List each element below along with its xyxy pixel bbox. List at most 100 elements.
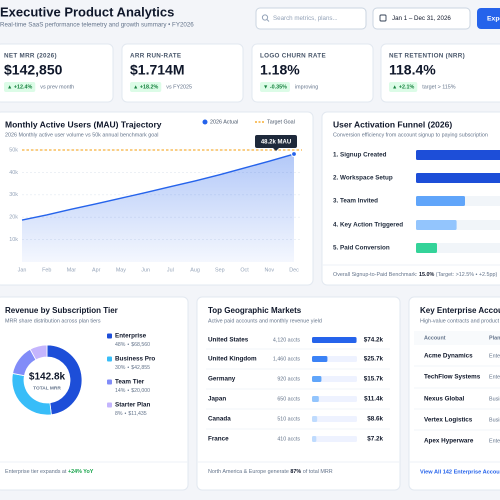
x-tick-label: Feb — [42, 267, 51, 273]
kpi-change: ▲ +12.4% — [7, 85, 32, 91]
kpi-badge — [260, 82, 290, 92]
bar-track — [416, 243, 500, 253]
y-tick-label: 50k — [9, 147, 18, 153]
search-box[interactable] — [255, 7, 367, 30]
legend-label: Target Goal — [267, 120, 295, 126]
market-accounts: 4,120 accts — [273, 337, 300, 343]
tooltip-pointer — [273, 148, 279, 151]
kpi-value: 118.4% — [389, 62, 436, 78]
account-plan: Business — [489, 396, 500, 402]
share-label: 14% — [115, 388, 126, 394]
footer-text: North America & Europe generate — [208, 469, 290, 475]
funnel-step-label: 3. Team Invited — [333, 198, 378, 205]
market-name: Canada — [208, 416, 231, 423]
x-tick-label: Apr — [92, 267, 101, 273]
bar — [312, 376, 322, 382]
funnel-step-label: 4. Key Action Triggered — [333, 222, 403, 229]
separator: • — [127, 388, 129, 394]
line — [21, 153, 295, 221]
legend-detail: 48% • $68,560 — [115, 342, 150, 348]
kpi-badge — [130, 82, 162, 92]
legend-label: Team Tier — [115, 379, 145, 386]
kpi-label: NET MRR (2026) — [4, 53, 57, 60]
card-footer: Enterprise tier expands at +24% YoY — [5, 469, 94, 475]
market-accounts: 920 accts — [277, 376, 300, 382]
kpi-value: $1.714M — [130, 62, 184, 78]
x-tick-label: Nov — [264, 267, 274, 273]
account-plan: Business — [489, 417, 500, 423]
chart-subtitle: 2026 Monthly active user volume vs 50k a… — [5, 132, 158, 138]
tooltip-label: 48.2k MAU — [261, 139, 291, 145]
footer-text: of total MRR — [301, 469, 333, 475]
footer-highlight: 15.0% — [419, 272, 434, 278]
market-accounts: 650 accts — [277, 396, 300, 402]
x-tick-label: Jul — [167, 267, 174, 273]
bar — [416, 173, 500, 183]
export-button-label: Export — [487, 15, 500, 22]
kpi-change: ▲ +2.1% — [392, 85, 414, 91]
bar — [416, 220, 457, 230]
account-name: Nexus Global — [424, 396, 464, 403]
bar — [312, 436, 317, 442]
separator: • — [125, 411, 127, 417]
column-header: Account — [424, 335, 446, 341]
amount-label: $68,560 — [131, 342, 150, 348]
chart-subtitle: MRR share distribution across plan tiers — [5, 318, 101, 324]
card — [408, 296, 500, 491]
account-name: Apex Hyperware — [424, 438, 474, 445]
chart-subtitle: Active paid accounts and monthly revenue… — [208, 318, 322, 324]
kpi-note: target > 115% — [422, 85, 456, 91]
bar — [312, 396, 319, 402]
legend-label: Starter Plan — [115, 402, 150, 409]
card-footer: North America & Europe generate 87% of t… — [208, 469, 333, 475]
separator: • — [127, 342, 129, 348]
legend-swatch — [107, 379, 112, 385]
x-tick-label: Mar — [67, 267, 76, 273]
page-title: Executive Product Analytics — [0, 4, 174, 19]
market-accounts: 410 accts — [277, 436, 300, 442]
bar — [416, 150, 500, 160]
market-name: United States — [208, 337, 249, 344]
x-tick-label: Jan — [18, 267, 27, 273]
x-tick-label: May — [116, 267, 126, 273]
chart-title: Monthly Active Users (MAU) Trajectory — [5, 119, 162, 129]
market-name: Japan — [208, 396, 226, 403]
legend-label: Business Pro — [115, 356, 155, 363]
share-label: 8% — [115, 411, 123, 417]
account-name: TechFlow Systems — [424, 374, 481, 381]
share-label: 30% — [115, 365, 126, 371]
area-fill — [22, 154, 294, 262]
y-tick-label: 20k — [9, 215, 18, 221]
chart-title: Top Geographic Markets — [208, 306, 302, 315]
bar-track — [312, 376, 357, 382]
footer-text: Enterprise tier expands at — [5, 469, 68, 475]
y-tick-label: 30k — [9, 192, 18, 198]
kpi-label: LOGO CHURN RATE — [260, 53, 326, 60]
export-button[interactable] — [477, 8, 500, 29]
legend-detail: 30% • $42,855 — [115, 365, 150, 371]
calendar-icon — [379, 14, 387, 22]
kpi-change: ▲ +18.2% — [133, 85, 158, 91]
separator: • — [127, 365, 129, 371]
amount-label: $42,855 — [131, 365, 150, 371]
kpi-note: vs FY2025 — [166, 85, 192, 91]
kpi-value: 1.18% — [260, 62, 300, 78]
date-picker[interactable] — [372, 7, 471, 30]
legend-swatch — [107, 356, 112, 362]
legend-detail: 8% • $11,435 — [115, 411, 147, 417]
donut-slice — [29, 344, 48, 361]
view-all-link[interactable]: View All 142 Enterprise Accounts — [420, 469, 500, 475]
chart-subtitle: Conversion efficiency from account signu… — [333, 132, 488, 138]
market-accounts: 510 accts — [277, 416, 300, 422]
funnel-footer: Overall Signup-to-Paid Benchmark: 15.0% … — [333, 272, 498, 278]
market-revenue: $8.6k — [367, 416, 383, 423]
date-range: Jan 1 – Dec 31, 2026 — [392, 15, 451, 22]
legend-marker — [202, 119, 208, 125]
footer-highlight: 87% — [290, 469, 301, 475]
chart-title: User Activation Funnel (2026) — [333, 119, 452, 129]
x-tick-label: Dec — [289, 267, 299, 273]
account-plan: Enterprise — [489, 353, 500, 359]
bar — [312, 416, 318, 422]
